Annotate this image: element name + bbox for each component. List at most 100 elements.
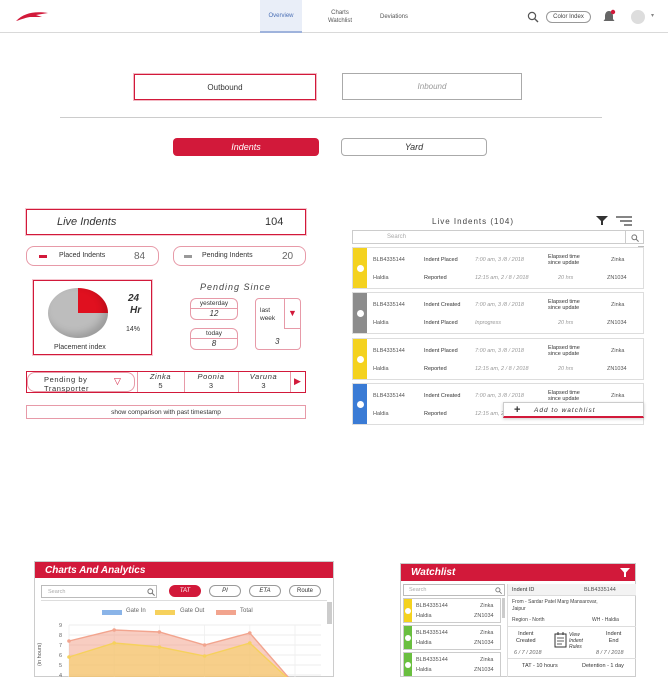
carrier: Zinka [611, 393, 625, 399]
pending-yesterday[interactable]: yesterday 12 [190, 298, 238, 320]
chevron-down-icon[interactable]: ▾ [651, 13, 655, 19]
bell-icon[interactable] [602, 9, 616, 24]
indent-row[interactable]: BLB4335144 Indent Placed 7:00 am, 3 /8 / 2… [352, 338, 644, 380]
chip-pi[interactable]: PI [209, 585, 241, 597]
nav-charts-watchlist[interactable]: Charts Watchlist [327, 9, 353, 24]
carrier: Zinka [611, 348, 625, 354]
data-point[interactable] [67, 639, 71, 643]
data-point[interactable] [157, 645, 162, 649]
indent-row[interactable]: BLB4335144 Indent Created 7:00 am, 3 /8 / … [352, 292, 644, 334]
logo[interactable] [14, 9, 50, 25]
pending-indents-pill[interactable]: Pending Indents 20 [173, 246, 306, 266]
live-indents-card[interactable]: Live Indents 104 [26, 209, 306, 235]
watchlist-row[interactable]: BLB4335144 Zinka Haldia ZN1034 [403, 625, 501, 650]
carrier: Zinka [480, 603, 494, 609]
yard-tab[interactable]: Yard [341, 138, 487, 156]
search-icon[interactable] [527, 11, 539, 23]
select-radio[interactable] [405, 662, 411, 668]
transporter-next-button[interactable]: ▶ [290, 372, 305, 392]
select-radio[interactable] [405, 608, 411, 614]
y-tick-label: 4 [59, 673, 62, 677]
indent-end-date: 8 / 7 / 2018 [596, 650, 624, 656]
divider [508, 626, 636, 627]
inbound-button[interactable]: Inbound [342, 73, 522, 100]
placement-percent: 14% [126, 326, 141, 333]
select-radio[interactable] [356, 310, 364, 317]
pending-indents-label: Pending Indents [202, 252, 253, 259]
legend-swatch-gate-in [102, 610, 122, 615]
chip-eta[interactable]: ETA [249, 585, 281, 597]
chart-scrollbar[interactable] [327, 602, 332, 624]
indents-tab[interactable]: Indents [173, 138, 319, 156]
select-radio[interactable] [356, 401, 364, 408]
data-point[interactable] [67, 655, 71, 659]
avatar[interactable] [631, 10, 645, 24]
nav-deviations[interactable]: Deviations [379, 13, 408, 20]
pending-last-week[interactable]: last week ▼ 3 [255, 298, 301, 350]
truck-code: ZN1034 [474, 667, 494, 673]
search-placeholder: Search [387, 234, 407, 240]
watchlist-detail: Indent ID BLB4335144 From - Sardar Patel… [507, 584, 636, 677]
filter-icon[interactable] [620, 568, 630, 577]
elapsed-label: Elapsed time since update [548, 254, 580, 266]
charts-search-input[interactable]: Search [41, 585, 157, 598]
indent-row[interactable]: BLB4335144 Indent Created 7:00 am, 3 /8 / … [352, 383, 644, 425]
legend-swatch-total [216, 610, 236, 615]
indent-row[interactable]: BLB4335144 Indent Placed 7:00 am, 3 /8 / 2… [352, 247, 644, 289]
indent-id: BLB4335144 [416, 630, 448, 636]
transporter-poonia[interactable]: Poonia 3 [184, 372, 237, 392]
pending-by-transporter-select[interactable]: Pending by Transporter ▽ [27, 372, 135, 393]
watchlist-row[interactable]: BLB4335144 Zinka Haldia ZN1034 [403, 598, 501, 623]
sort-icon[interactable] [616, 216, 632, 226]
watchlist-row[interactable]: BLB4335144 Zinka Haldia ZN1034 [403, 652, 501, 677]
carrier: Zinka [480, 657, 494, 663]
chip-route[interactable]: Route [289, 585, 321, 597]
show-comparison-button[interactable]: show comparison with past timestamp [26, 405, 306, 419]
watchlist-search-input[interactable]: Search [403, 584, 505, 596]
data-point[interactable] [248, 631, 252, 635]
caret-right-icon: ▶ [294, 376, 301, 386]
chip-tat[interactable]: TAT [169, 585, 201, 597]
placement-index-card[interactable]: 24 Hr 14% Placement index [33, 280, 152, 355]
search-icon[interactable] [495, 587, 502, 594]
placed-indents-pill[interactable]: Placed Indents 84 [26, 246, 159, 266]
add-to-watchlist-button[interactable]: + Add to watchlist [503, 402, 644, 418]
status-primary: Indent Placed [424, 348, 458, 354]
nav-overview[interactable]: Overview [260, 0, 302, 33]
data-point[interactable] [202, 643, 207, 647]
plant: Haldia [373, 275, 389, 281]
time-primary: 7:00 am, 3 /8 / 2018 [475, 393, 524, 399]
last-week-value: 3 [275, 337, 280, 346]
data-point[interactable] [157, 630, 162, 634]
search-icon[interactable] [147, 588, 155, 596]
last-week-dropdown[interactable]: ▼ [284, 299, 301, 329]
legend-gate-out: Gate Out [180, 608, 205, 614]
status-stripe [353, 248, 367, 288]
watchlist-scrollbar[interactable] [502, 598, 505, 618]
select-radio[interactable] [356, 356, 364, 363]
transporter-value: 3 [261, 381, 266, 390]
data-point[interactable] [202, 654, 207, 658]
search-icon[interactable] [631, 234, 639, 242]
data-point[interactable] [112, 628, 116, 632]
indent-search-input[interactable]: Search [352, 230, 644, 244]
data-point[interactable] [112, 641, 116, 645]
pending-today[interactable]: today 8 [190, 328, 238, 350]
data-point[interactable] [248, 641, 252, 645]
plant: Haldia [416, 640, 432, 646]
indent-id: BLB4335144 [416, 657, 448, 663]
divider [60, 117, 602, 118]
transporter-varuna[interactable]: Varuna 3 [238, 372, 288, 392]
transporter-zinka[interactable]: Zinka 5 [137, 372, 183, 392]
outbound-button[interactable]: Outbound [134, 74, 316, 100]
select-radio[interactable] [356, 265, 364, 272]
color-index-button[interactable]: Color Index [546, 11, 591, 23]
filter-icon[interactable] [596, 216, 608, 225]
indent-end-label: Indent End [606, 631, 622, 644]
view-indent-rules-link[interactable]: View Indent Rules [569, 632, 583, 650]
notepad-icon[interactable] [554, 632, 568, 648]
truck-code: ZN1034 [474, 640, 494, 646]
indent-id-value: BLB4335144 [584, 587, 616, 593]
y-tick-label: 5 [59, 663, 62, 669]
select-radio[interactable] [405, 635, 411, 641]
